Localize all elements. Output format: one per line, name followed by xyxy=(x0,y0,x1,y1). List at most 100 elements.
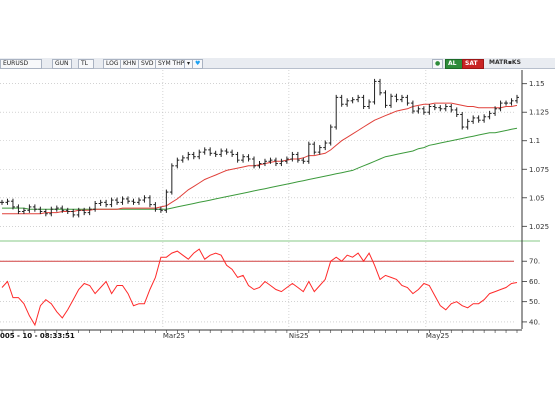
rsi-axis: 70. 60. 50. 40. xyxy=(522,258,540,326)
price-bar xyxy=(197,149,202,160)
price-bar xyxy=(388,93,393,108)
rsi-tick-label: 50. xyxy=(529,298,540,306)
price-bar xyxy=(482,114,487,123)
price-bar xyxy=(515,94,519,104)
price-bar xyxy=(5,198,10,205)
rsi-tick-label: 40. xyxy=(529,318,540,326)
price-bar xyxy=(115,197,120,205)
price-bar xyxy=(273,157,278,167)
price-bar xyxy=(142,195,147,203)
currency-label: TL xyxy=(81,60,89,67)
period-button[interactable]: GUN xyxy=(52,59,72,69)
price-bar xyxy=(54,205,59,212)
price-bar xyxy=(0,199,4,205)
ma-short-layer xyxy=(2,102,518,215)
price-bar xyxy=(202,147,207,155)
price-bar xyxy=(180,155,185,163)
price-bar xyxy=(98,199,103,206)
price-bar xyxy=(290,151,295,162)
price-bar xyxy=(449,104,454,113)
price-bar xyxy=(230,149,235,157)
price-bar xyxy=(487,110,492,120)
currency-button[interactable]: TL xyxy=(78,59,94,69)
price-bar xyxy=(262,158,267,167)
time-tick-label: Mar25 xyxy=(163,332,185,340)
price-bar xyxy=(126,196,131,204)
price-bar xyxy=(323,140,328,151)
time-tick-label: May25 xyxy=(426,332,449,340)
price-bar xyxy=(312,141,317,155)
brand-logo: MATR▪KS xyxy=(487,59,531,67)
period-label: GUN xyxy=(55,60,69,67)
chart-toolbar: EURUSD GUN TL LOG KHN SVD SYM THP ▾ ♥ ● … xyxy=(0,58,555,69)
bird-icon[interactable]: ♥ xyxy=(192,59,203,69)
price-bar xyxy=(147,195,152,208)
price-bar xyxy=(465,118,470,130)
timestamp-label: 005 - 10 - 08:33:51 xyxy=(0,332,75,340)
price-tick-label: 1.075 xyxy=(529,166,549,174)
price-bar xyxy=(498,100,503,112)
price-bar xyxy=(361,94,366,110)
price-bar xyxy=(164,189,169,213)
price-bar xyxy=(136,197,141,205)
symbol-selector[interactable]: EURUSD xyxy=(0,59,42,69)
price-bar xyxy=(186,151,191,161)
price-bar xyxy=(158,206,163,213)
price-bar xyxy=(367,99,372,110)
price-bar xyxy=(65,207,70,214)
price-bar xyxy=(268,157,273,164)
ma-long-layer xyxy=(2,127,518,210)
brand-label: MATR▪KS xyxy=(489,59,521,66)
price-bar xyxy=(372,78,377,105)
price-bar xyxy=(279,158,284,167)
symbol-label: EURUSD xyxy=(3,60,29,67)
price-bar xyxy=(191,151,196,160)
price-bar xyxy=(443,104,448,112)
price-bar xyxy=(339,94,344,107)
buy-label: AL xyxy=(448,60,457,67)
ma-long-line xyxy=(2,127,518,210)
sell-button[interactable]: SAT xyxy=(462,59,484,69)
price-bar xyxy=(328,124,333,146)
indicator-icon[interactable]: ● xyxy=(432,59,443,69)
price-bar xyxy=(504,100,509,106)
price-bar xyxy=(219,148,224,157)
price-axis: 1.15 1.125 1.1 1.075 1.05 1.025 xyxy=(522,80,549,231)
price-bar xyxy=(38,206,43,214)
price-bar xyxy=(87,206,92,216)
price-bar xyxy=(257,161,262,169)
price-bar xyxy=(153,202,158,212)
price-bar xyxy=(49,206,54,217)
price-bar xyxy=(235,151,240,163)
price-tick-label: 1.1 xyxy=(529,137,540,145)
price-bar xyxy=(350,97,355,104)
price-bar xyxy=(509,98,514,106)
price-bar xyxy=(476,115,481,123)
price-bar xyxy=(378,78,383,96)
price-bar xyxy=(399,94,404,103)
price-bar xyxy=(224,148,229,155)
price-bar xyxy=(295,151,300,163)
price-bar xyxy=(454,107,459,118)
price-bar xyxy=(460,111,465,130)
rsi-tick-label: 70. xyxy=(529,258,540,266)
price-grid xyxy=(0,70,514,240)
price-bar xyxy=(109,197,114,208)
price-bar xyxy=(416,106,421,114)
price-bar xyxy=(32,204,37,212)
price-bar xyxy=(383,90,388,108)
price-bar xyxy=(43,208,48,217)
price-bar xyxy=(131,198,136,205)
ma-short-line xyxy=(2,102,518,215)
time-tick-label: Nis25 xyxy=(289,332,309,340)
price-bar xyxy=(284,156,289,164)
price-bar xyxy=(405,94,410,106)
price-bar xyxy=(27,204,32,213)
symbol-thp-label: SYM THP xyxy=(158,60,185,67)
time-axis: Mar25 Nis25 May25 xyxy=(1,330,518,340)
price-tick-label: 1.15 xyxy=(529,80,545,88)
log-scale-label: LOG xyxy=(106,60,119,67)
price-bar xyxy=(410,100,415,114)
price-bar xyxy=(71,208,76,218)
